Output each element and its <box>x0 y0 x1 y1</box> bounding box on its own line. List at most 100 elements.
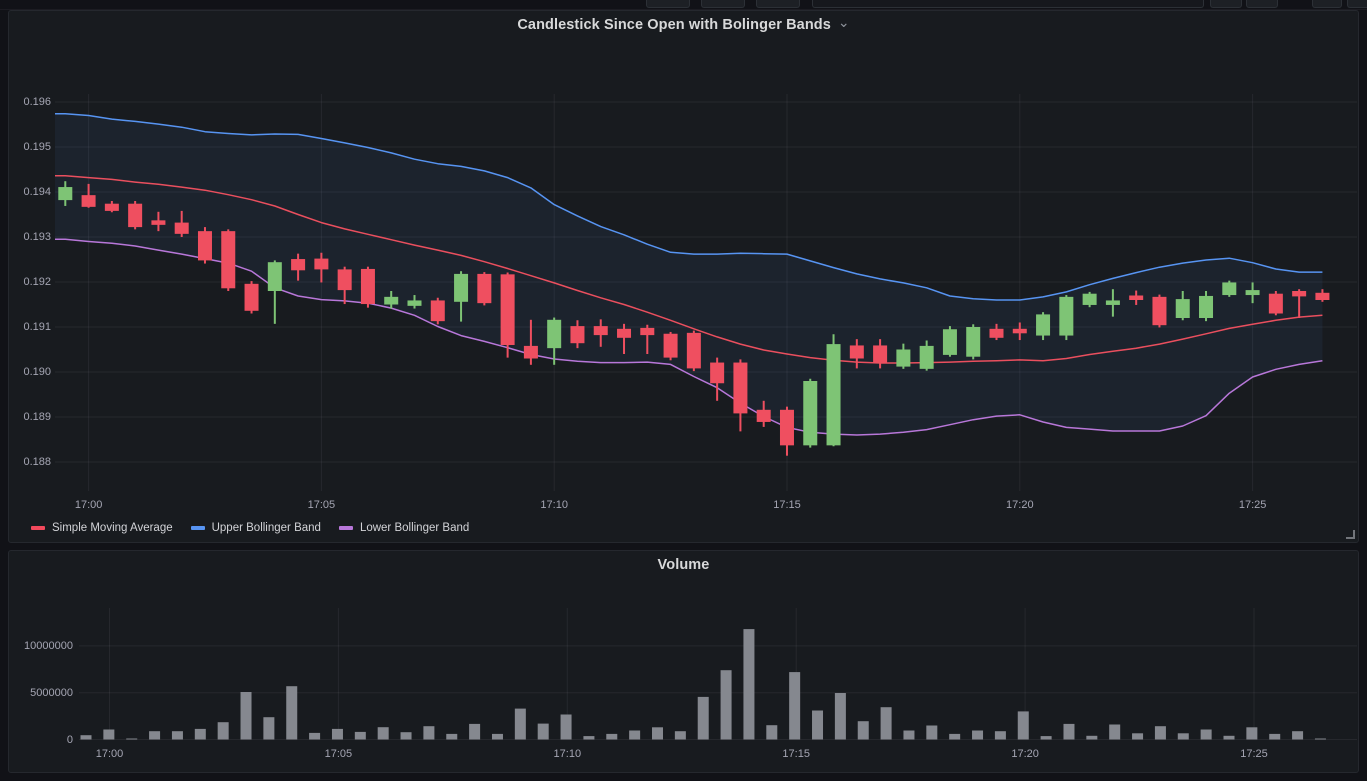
volume-bar <box>812 710 824 740</box>
volume-bar <box>697 696 709 740</box>
toolbar-button-fragment[interactable] <box>1246 0 1278 8</box>
candle-body <box>1082 293 1097 305</box>
candle-body <box>756 409 771 422</box>
candle-body <box>849 345 864 359</box>
legend-swatch-icon <box>190 526 205 530</box>
volume-bar <box>537 723 549 740</box>
volume-bar <box>743 629 755 740</box>
candle-body <box>291 259 306 271</box>
sma-line <box>55 175 1323 364</box>
candle-body <box>826 344 841 446</box>
candlestick-panel-header[interactable]: Candlestick Since Open with Bolinger Ban… <box>9 14 1358 33</box>
volume-panel: Volume 10000000 5000000 0 17:00 17:05 17:10 17… <box>8 550 1359 773</box>
volume-bar <box>1269 733 1281 740</box>
candle-body <box>314 258 329 270</box>
chevron-down-icon: ⌄ <box>837 14 850 30</box>
volume-bar <box>972 730 984 740</box>
candle-body <box>1315 292 1330 300</box>
volume-bar <box>1292 731 1304 740</box>
legend-swatch-icon <box>31 526 45 530</box>
candle-body <box>989 328 1004 338</box>
volume-bar <box>583 736 595 740</box>
toolbar-button-fragment[interactable] <box>701 0 745 8</box>
candle-body <box>1105 300 1120 305</box>
volume-bar <box>560 714 572 740</box>
candle-body <box>523 345 538 359</box>
volume-bar <box>491 733 503 740</box>
axis-tick-label: 0.191 <box>23 321 51 333</box>
candle-body <box>1292 291 1307 297</box>
axis-tick-label: 17:05 <box>307 499 336 511</box>
candle-body <box>407 300 422 306</box>
legend-label: Lower Bollinger Band <box>359 522 470 534</box>
candle-body <box>1199 295 1214 318</box>
candle-body <box>267 262 282 291</box>
axis-tick-label: 17:15 <box>782 748 810 760</box>
volume-bar <box>400 732 412 740</box>
candle-body <box>1059 296 1074 336</box>
toolbar-button-fragment[interactable] <box>646 0 690 8</box>
toolbar-button-fragment[interactable] <box>1347 0 1367 8</box>
grid <box>55 94 1357 491</box>
volume-bar <box>880 707 892 740</box>
panel-resize-grip[interactable] <box>1346 530 1355 539</box>
bollinger-band-fill <box>55 113 1323 435</box>
volume-panel-title: Volume <box>657 557 710 573</box>
volume-chart <box>79 608 1357 740</box>
candle-body <box>1129 295 1144 300</box>
legend-item[interactable]: Upper Bollinger Band <box>190 522 321 534</box>
volume-bar <box>423 726 435 740</box>
candle-body <box>174 222 189 234</box>
axis-tick-label: 0.192 <box>23 276 51 288</box>
candle-body <box>58 187 73 201</box>
candle-body <box>500 274 515 345</box>
volume-bar <box>149 731 161 740</box>
axis-tick-label: 10000000 <box>24 639 73 652</box>
volume-bar <box>857 721 869 740</box>
volume-bar <box>103 729 115 740</box>
upper-bollinger-band-line <box>55 112 1323 301</box>
axis-tick-label: 5000000 <box>30 686 73 699</box>
volume-bar <box>286 686 298 740</box>
candle-body <box>128 203 143 228</box>
volume-bar <box>80 735 92 740</box>
volume-bar <box>1177 733 1189 740</box>
volume-panel-header[interactable]: Volume <box>9 557 1358 573</box>
axis-tick-label: 17:20 <box>1011 748 1039 760</box>
axis-tick-label: 17:10 <box>553 748 582 760</box>
volume-bar <box>674 731 686 740</box>
volume-bar <box>263 717 275 740</box>
volume-bar <box>720 670 732 740</box>
toolbar-button-fragment[interactable] <box>1210 0 1242 8</box>
volume-bar <box>903 730 915 740</box>
legend: Simple Moving Average Upper Bollinger Ban… <box>31 522 469 534</box>
volume-bar <box>1109 724 1121 740</box>
candle-body <box>779 409 794 446</box>
toolbar-button-fragment[interactable] <box>1312 0 1342 8</box>
candle-body <box>593 326 608 336</box>
candle-body <box>663 333 678 358</box>
candle-body <box>1175 299 1190 318</box>
candle-body <box>966 327 981 357</box>
volume-bar <box>354 731 366 740</box>
volume-bar <box>766 725 778 740</box>
axis-tick-label: 0.195 <box>23 141 51 153</box>
volume-bar <box>1086 735 1098 740</box>
volume-bar <box>629 730 641 740</box>
candle-body <box>337 269 352 291</box>
lower-bollinger-band-line <box>55 238 1323 436</box>
legend-label: Upper Bollinger Band <box>211 522 321 534</box>
axis-tick-label: 17:20 <box>1006 499 1034 511</box>
candle-body <box>384 296 399 305</box>
candle-body <box>1152 296 1167 326</box>
toolbar-button-fragment[interactable] <box>756 0 800 8</box>
candles <box>58 181 1330 456</box>
volume-bar <box>1246 727 1258 740</box>
volume-bar <box>1017 711 1029 740</box>
volume-bars <box>80 629 1326 740</box>
toolbar-input-fragment[interactable] <box>812 0 1204 8</box>
volume-bar <box>652 727 663 740</box>
legend-item[interactable]: Lower Bollinger Band <box>338 522 470 534</box>
volume-bar <box>949 733 961 740</box>
legend-item[interactable]: Simple Moving Average <box>31 522 173 534</box>
